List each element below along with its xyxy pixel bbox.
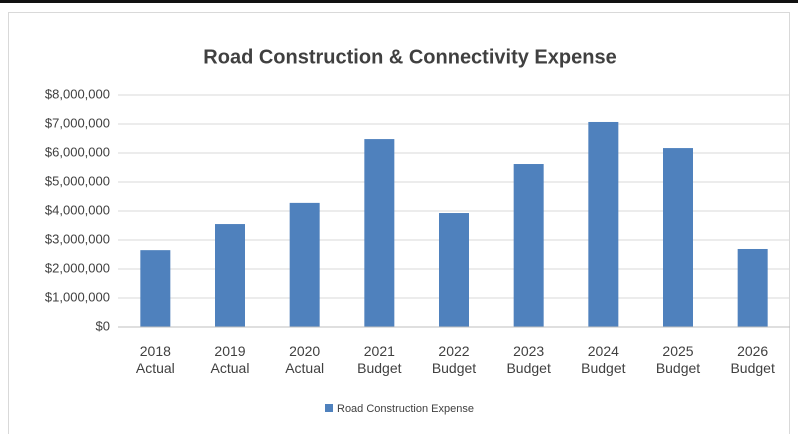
bar [364,139,395,327]
y-tick-label: $7,000,000 [45,115,110,130]
x-tick-label: 2021 Budget [357,343,402,376]
x-tick-label: 2018 Actual [135,343,175,376]
legend-swatch [325,404,333,412]
bar [215,224,245,327]
bar [513,164,544,327]
x-tick-label: 2024 Budget [581,343,626,376]
top-edge [0,0,798,3]
bar [140,250,171,327]
bar [439,213,469,327]
y-tick-label: $5,000,000 [45,173,110,188]
legend-label: Road Construction Expense [337,403,474,415]
x-tick-label: 2025 Budget [655,343,701,376]
chart-frame [8,12,790,434]
y-tick-label: $6,000,000 [45,144,110,159]
x-tick-label: 2020 Actual [285,343,325,376]
y-tick-label: $3,000,000 [45,231,110,246]
x-tick-label: 2019 Actual [210,343,250,376]
x-tick-label: 2026 Budget [730,343,775,376]
bar [588,121,619,327]
x-tick-label: 2022 Budget [431,343,477,376]
y-tick-label: $0 [96,318,110,333]
y-tick-label: $4,000,000 [45,202,110,217]
x-tick-label: 2023 Budget [506,343,551,376]
y-tick-label: $1,000,000 [45,289,110,304]
bar [289,202,320,327]
y-tick-label: $2,000,000 [45,260,110,275]
chart-title: Road Construction & Connectivity Expense [203,46,616,68]
bar [737,248,768,327]
y-tick-label: $8,000,000 [45,86,110,101]
bar [663,148,693,327]
